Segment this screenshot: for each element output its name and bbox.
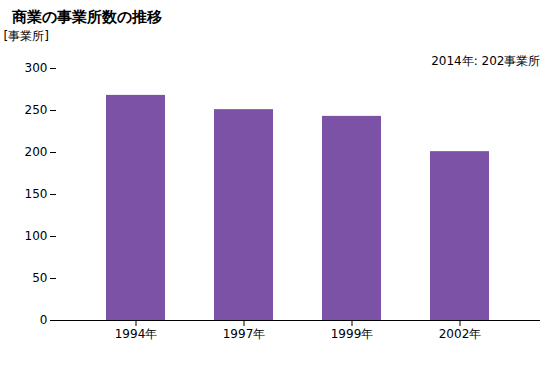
html-text:商業の事業所数の推移: 商業の事業所数の推移: [12, 8, 162, 26]
svg-text:300: 300: [25, 61, 48, 75]
svg-text:250: 250: [25, 103, 48, 117]
svg-text:100: 100: [25, 229, 48, 243]
svg-text:50: 50: [32, 271, 47, 285]
svg-text:1999年: 1999年: [331, 327, 374, 341]
svg-text:150: 150: [25, 187, 48, 201]
svg-text:2002年: 2002年: [439, 327, 482, 341]
svg-text:1994年: 1994年: [115, 327, 158, 341]
svg-text:200: 200: [25, 145, 48, 159]
svg-text:[事業所]: [事業所]: [4, 29, 49, 43]
svg-text:1997年: 1997年: [223, 327, 266, 341]
svg-text:0: 0: [40, 313, 48, 327]
svg-text:2014年: 202事業所: 2014年: 202事業所: [431, 54, 540, 68]
